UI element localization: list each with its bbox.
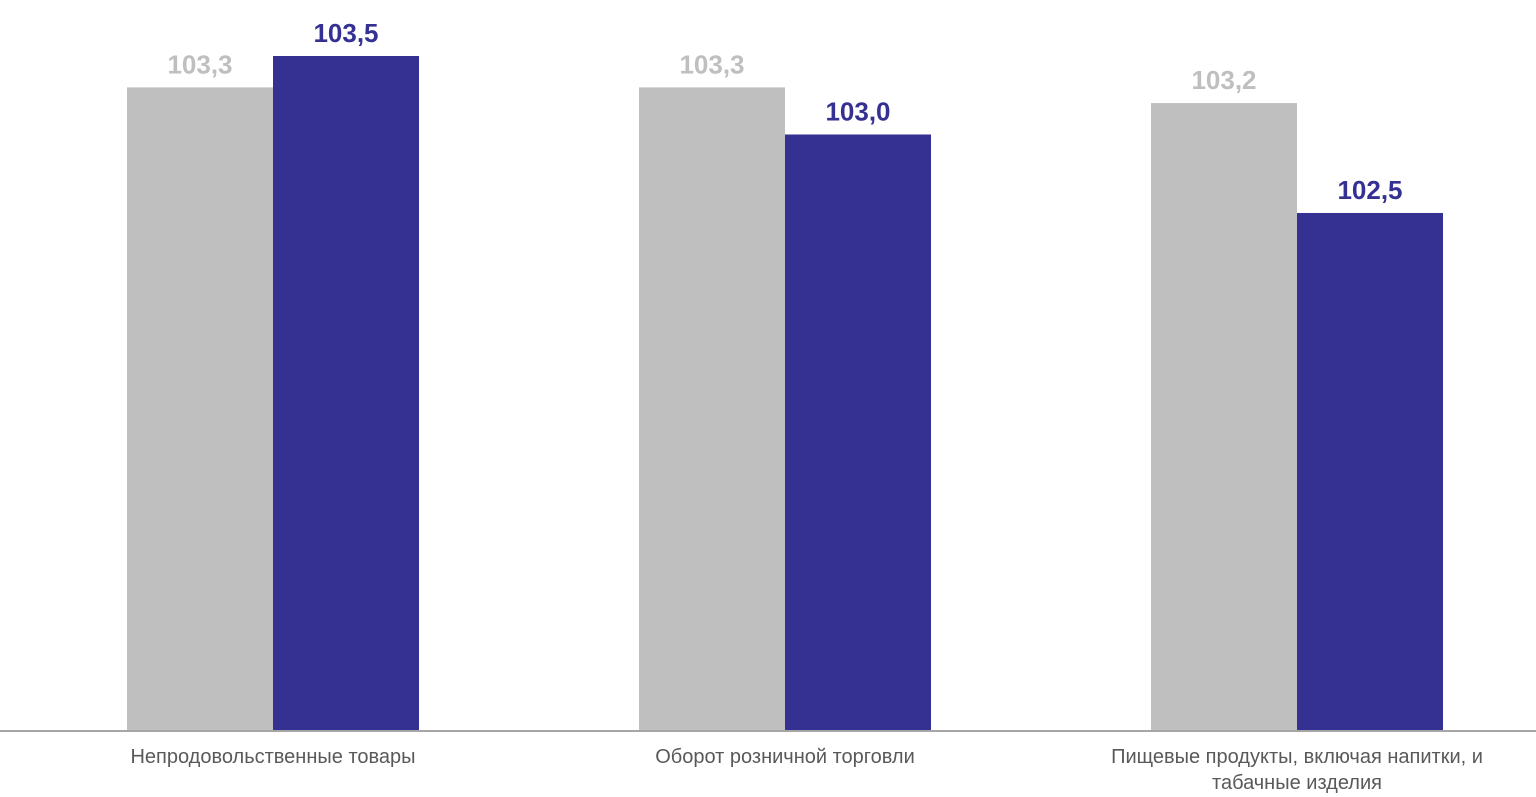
value-label-s2-c2: 103,0 bbox=[825, 96, 890, 126]
value-labels-group: 103,3 103,5 103,3 103,0 103,2 102,5 bbox=[167, 18, 1402, 205]
category-label-1-line-1: Непродовольственные товары bbox=[130, 746, 415, 768]
bar-s1-c2 bbox=[639, 87, 785, 732]
category-label-2-line-1: Оборот розничной торговли bbox=[655, 746, 915, 768]
category-label-3-line-2: табачные изделия bbox=[1212, 772, 1382, 794]
value-label-s2-c3: 102,5 bbox=[1337, 175, 1402, 205]
category-labels-group: Непродовольственные товары Оборот розничн… bbox=[130, 746, 1482, 794]
bar-s1-c3 bbox=[1151, 103, 1297, 732]
bar-s1-c1 bbox=[127, 87, 273, 732]
value-label-s1-c1: 103,3 bbox=[167, 49, 232, 79]
value-label-s1-c2: 103,3 bbox=[679, 49, 744, 79]
bars-group bbox=[127, 56, 1443, 732]
value-label-s2-c1: 103,5 bbox=[313, 18, 378, 48]
bar-s2-c2 bbox=[785, 134, 931, 731]
bar-s2-c1 bbox=[273, 56, 419, 731]
bar-s2-c3 bbox=[1297, 212, 1443, 731]
value-label-s1-c3: 103,2 bbox=[1191, 65, 1256, 95]
category-label-3-line-1: Пищевые продукты, включая напитки, и bbox=[1111, 746, 1483, 768]
